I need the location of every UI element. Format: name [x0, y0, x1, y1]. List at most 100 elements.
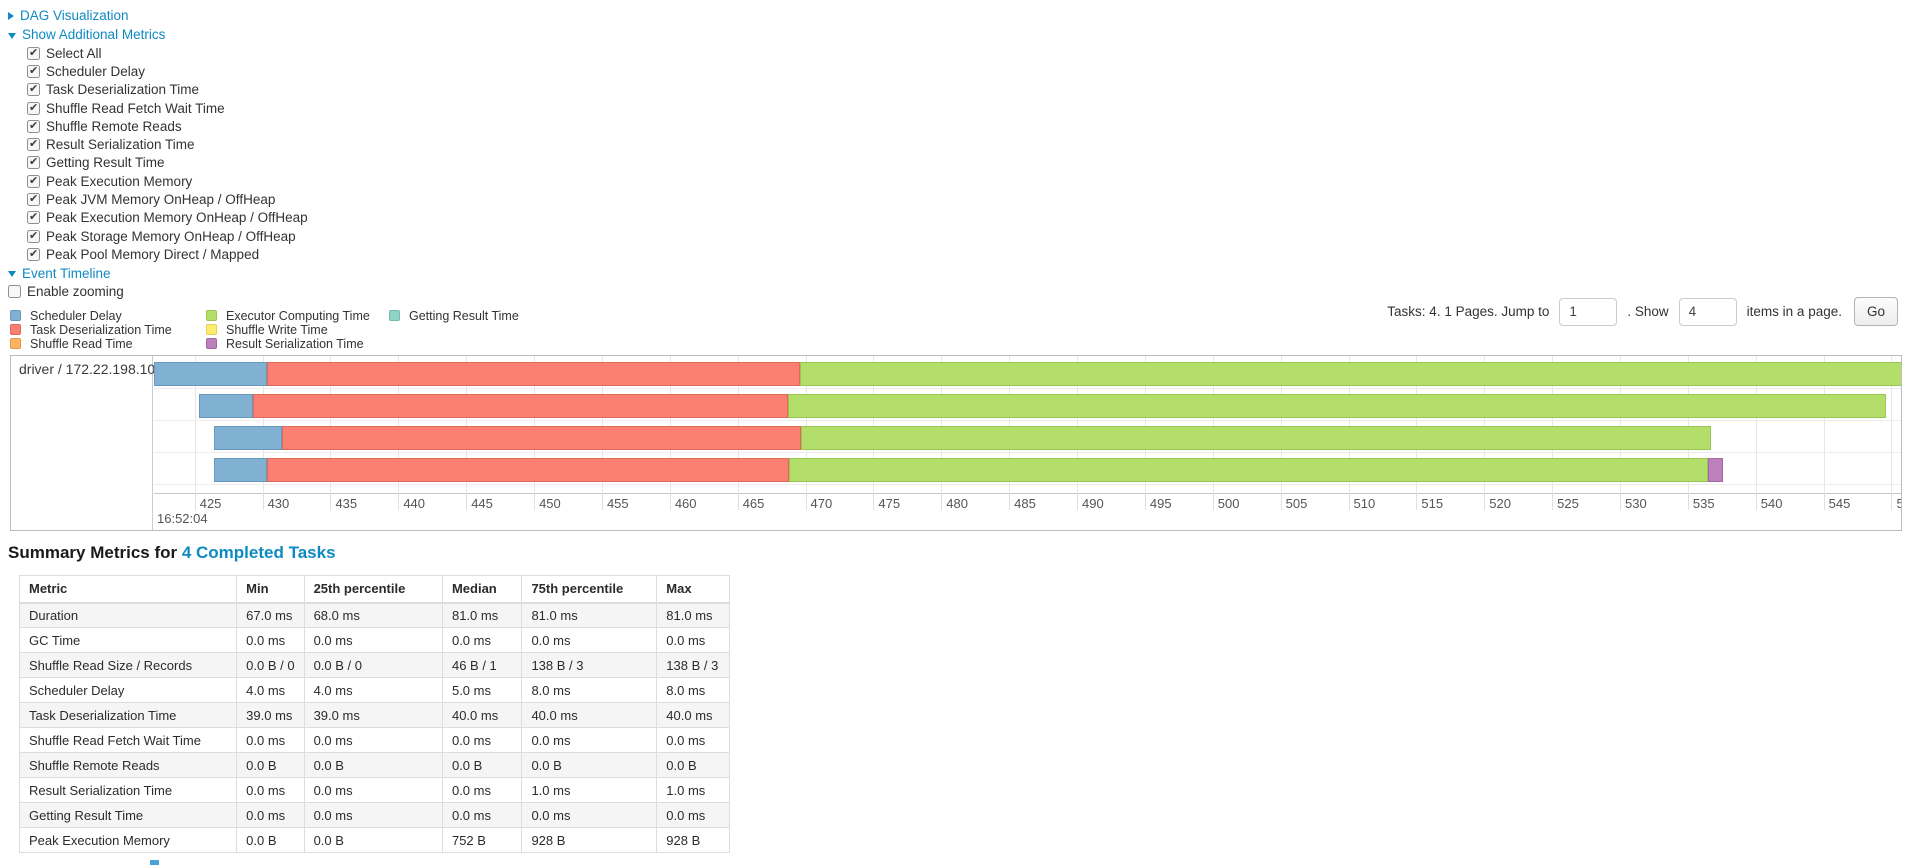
- task-4-executor-computing-segment[interactable]: [789, 458, 1709, 482]
- table-row-result-serialization-time: Result Serialization Time 0.0 ms 0.0 ms 0.0…: [18, 777, 730, 803]
- metric-name-cell: Peak Execution Memory: [18, 827, 238, 853]
- completed-tasks-link[interactable]: 4 Completed Tasks: [181, 543, 336, 562]
- task-2-scheduler-delay-segment[interactable]: [198, 394, 254, 418]
- table-row-peak-execution-memory: Peak Execution Memory 0.0 B 0.0 B 752 B 928 …: [18, 827, 730, 853]
- axis-line: [154, 493, 1901, 494]
- task-4-scheduler-delay-segment[interactable]: [213, 458, 267, 482]
- row-separator: [154, 484, 1901, 485]
- checkbox-shuffle-read-fetch-wait-time[interactable]: [27, 101, 40, 115]
- gridline: [941, 356, 943, 493]
- task-1-task-deserialization-segment[interactable]: [266, 362, 801, 386]
- legend-column: Getting Result Time: [389, 309, 519, 350]
- axis-tick-label: 545: [1828, 496, 1851, 511]
- metric-value-cell: 40.0 ms: [441, 702, 523, 728]
- gridline: [330, 356, 332, 493]
- task-3-executor-computing-segment[interactable]: [801, 426, 1711, 450]
- toggle-show-additional-metrics[interactable]: Show Additional Metrics: [8, 25, 308, 44]
- task-2-task-deserialization-segment[interactable]: [253, 394, 788, 418]
- gridline: [1144, 356, 1146, 493]
- tick-stub: [601, 493, 603, 510]
- dag-visualization-link[interactable]: DAG Visualization: [20, 8, 129, 23]
- tick-stub: [1212, 493, 1214, 510]
- pagination-suffix-text: items in a page.: [1746, 304, 1842, 319]
- task-3-scheduler-delay-segment[interactable]: [213, 426, 282, 450]
- enable-zooming-checkbox[interactable]: [8, 285, 21, 299]
- metric-option-scheduler-delay: Scheduler Delay: [8, 62, 308, 80]
- task-3-task-deserialization-segment[interactable]: [281, 426, 802, 450]
- checkbox-shuffle-remote-reads[interactable]: [27, 119, 40, 133]
- tick-stub: [1009, 493, 1011, 510]
- row-separator: [154, 388, 1901, 389]
- checkbox-peak-pool-memory-direct-mapped[interactable]: [27, 247, 40, 261]
- legend-item-getting-result: Getting Result Time: [389, 309, 519, 323]
- legend-column: Scheduler Delay Task Deserialization Time…: [10, 309, 206, 351]
- axis-tick-label: 540: [1760, 496, 1783, 511]
- axis-tick-label: 470: [810, 496, 833, 511]
- axis-tick-label: 535: [1692, 496, 1715, 511]
- tick-stub: [1484, 493, 1486, 510]
- axis-tick-label: 445: [471, 496, 493, 511]
- metric-value-cell: 8.0 ms: [521, 677, 658, 703]
- axis-tick-label: 505: [1285, 496, 1308, 511]
- gridline: [194, 356, 196, 493]
- checkbox-peak-execution-memory-onheap-offheap[interactable]: [27, 210, 40, 225]
- checkbox-scheduler-delay[interactable]: [27, 64, 40, 78]
- legend-label: Task Deserialization Time: [30, 322, 172, 337]
- tick-stub: [1144, 493, 1146, 510]
- gridline: [1077, 356, 1079, 493]
- column-header-min: Min: [236, 575, 305, 604]
- axis-tick-label: 455: [606, 496, 629, 511]
- table-row-shuffle-read-size-records: Shuffle Read Size / Records 0.0 B / 0 0.0 …: [18, 652, 730, 678]
- metric-option-getting-result-time: Getting Result Time: [8, 154, 308, 172]
- gridline: [466, 356, 468, 493]
- metric-value-cell: 0.0 ms: [441, 777, 523, 803]
- checkbox-getting-result-time[interactable]: [27, 155, 40, 170]
- legend-item-task-deserialization: Task Deserialization Time: [10, 323, 206, 337]
- legend-label: Shuffle Read Time: [30, 336, 133, 351]
- metric-value-cell: 0.0 ms: [441, 802, 523, 828]
- metric-value-cell: 928 B: [521, 827, 658, 853]
- tick-stub: [534, 493, 536, 510]
- metric-value-cell: 5.0 ms: [441, 677, 523, 703]
- toggle-dag-visualization[interactable]: DAG Visualization: [8, 6, 308, 25]
- timeline-plot-area: 425 430 435 440 445 450 455 460 465 470 475 480 485 4…: [154, 356, 1901, 530]
- gridline: [873, 356, 875, 493]
- metric-value-cell: 0.0 ms: [656, 627, 730, 653]
- metric-value-cell: 1.0 ms: [656, 777, 730, 803]
- task-1-scheduler-delay-segment[interactable]: [154, 362, 267, 386]
- expanded-arrow-icon: [8, 32, 16, 39]
- table-row-scheduler-delay: Scheduler Delay 4.0 ms 4.0 ms 5.0 ms 8.0 ms 8…: [18, 677, 730, 703]
- checkbox-select-all[interactable]: [27, 46, 40, 60]
- summary-metrics-table: Metric Min 25th percentile Median 75th perce…: [18, 575, 730, 853]
- legend-label: Result Serialization Time: [226, 336, 364, 351]
- task-1-executor-computing-segment[interactable]: [800, 362, 1901, 386]
- show-additional-metrics-link[interactable]: Show Additional Metrics: [22, 27, 166, 42]
- metric-option-task-deserialization-time: Task Deserialization Time: [8, 81, 308, 99]
- column-header-metric: Metric: [18, 575, 238, 604]
- checkbox-result-serialization-time[interactable]: [27, 137, 40, 152]
- tick-stub: [398, 493, 400, 510]
- summary-heading-prefix: Summary Metrics for: [8, 543, 182, 562]
- task-4-result-serialization-segment[interactable]: [1708, 458, 1724, 482]
- items-per-page-input[interactable]: [1678, 297, 1737, 326]
- axis-tick-label: 515: [1421, 496, 1444, 511]
- metric-value-cell: 0.0 B: [303, 752, 443, 778]
- metric-value-cell: 0.0 B: [521, 752, 658, 778]
- gridline: [398, 356, 400, 493]
- event-timeline-chart: driver / 172.22.198.104 425 430 435 440 445 4…: [10, 355, 1902, 531]
- jump-to-page-input[interactable]: [1559, 297, 1618, 326]
- go-button[interactable]: Go: [1853, 297, 1898, 326]
- checkbox-peak-jvm-memory-onheap-offheap[interactable]: [27, 192, 40, 207]
- event-timeline-link[interactable]: Event Timeline: [22, 265, 111, 281]
- axis-tick-label: 525: [1557, 496, 1579, 511]
- checkbox-peak-execution-memory[interactable]: [27, 174, 40, 188]
- task-2-executor-computing-segment[interactable]: [787, 394, 1887, 418]
- metric-value-cell: 0.0 ms: [303, 727, 443, 753]
- checkbox-task-deserialization-time[interactable]: [27, 82, 40, 97]
- axis-tick-label: 430: [267, 496, 290, 511]
- metric-value-cell: 0.0 ms: [236, 727, 305, 753]
- toggle-event-timeline[interactable]: Event Timeline: [8, 264, 308, 283]
- task-4-task-deserialization-segment[interactable]: [266, 458, 790, 482]
- checkbox-peak-storage-memory-onheap-offheap[interactable]: [27, 229, 40, 243]
- metric-value-cell: 40.0 ms: [656, 702, 730, 728]
